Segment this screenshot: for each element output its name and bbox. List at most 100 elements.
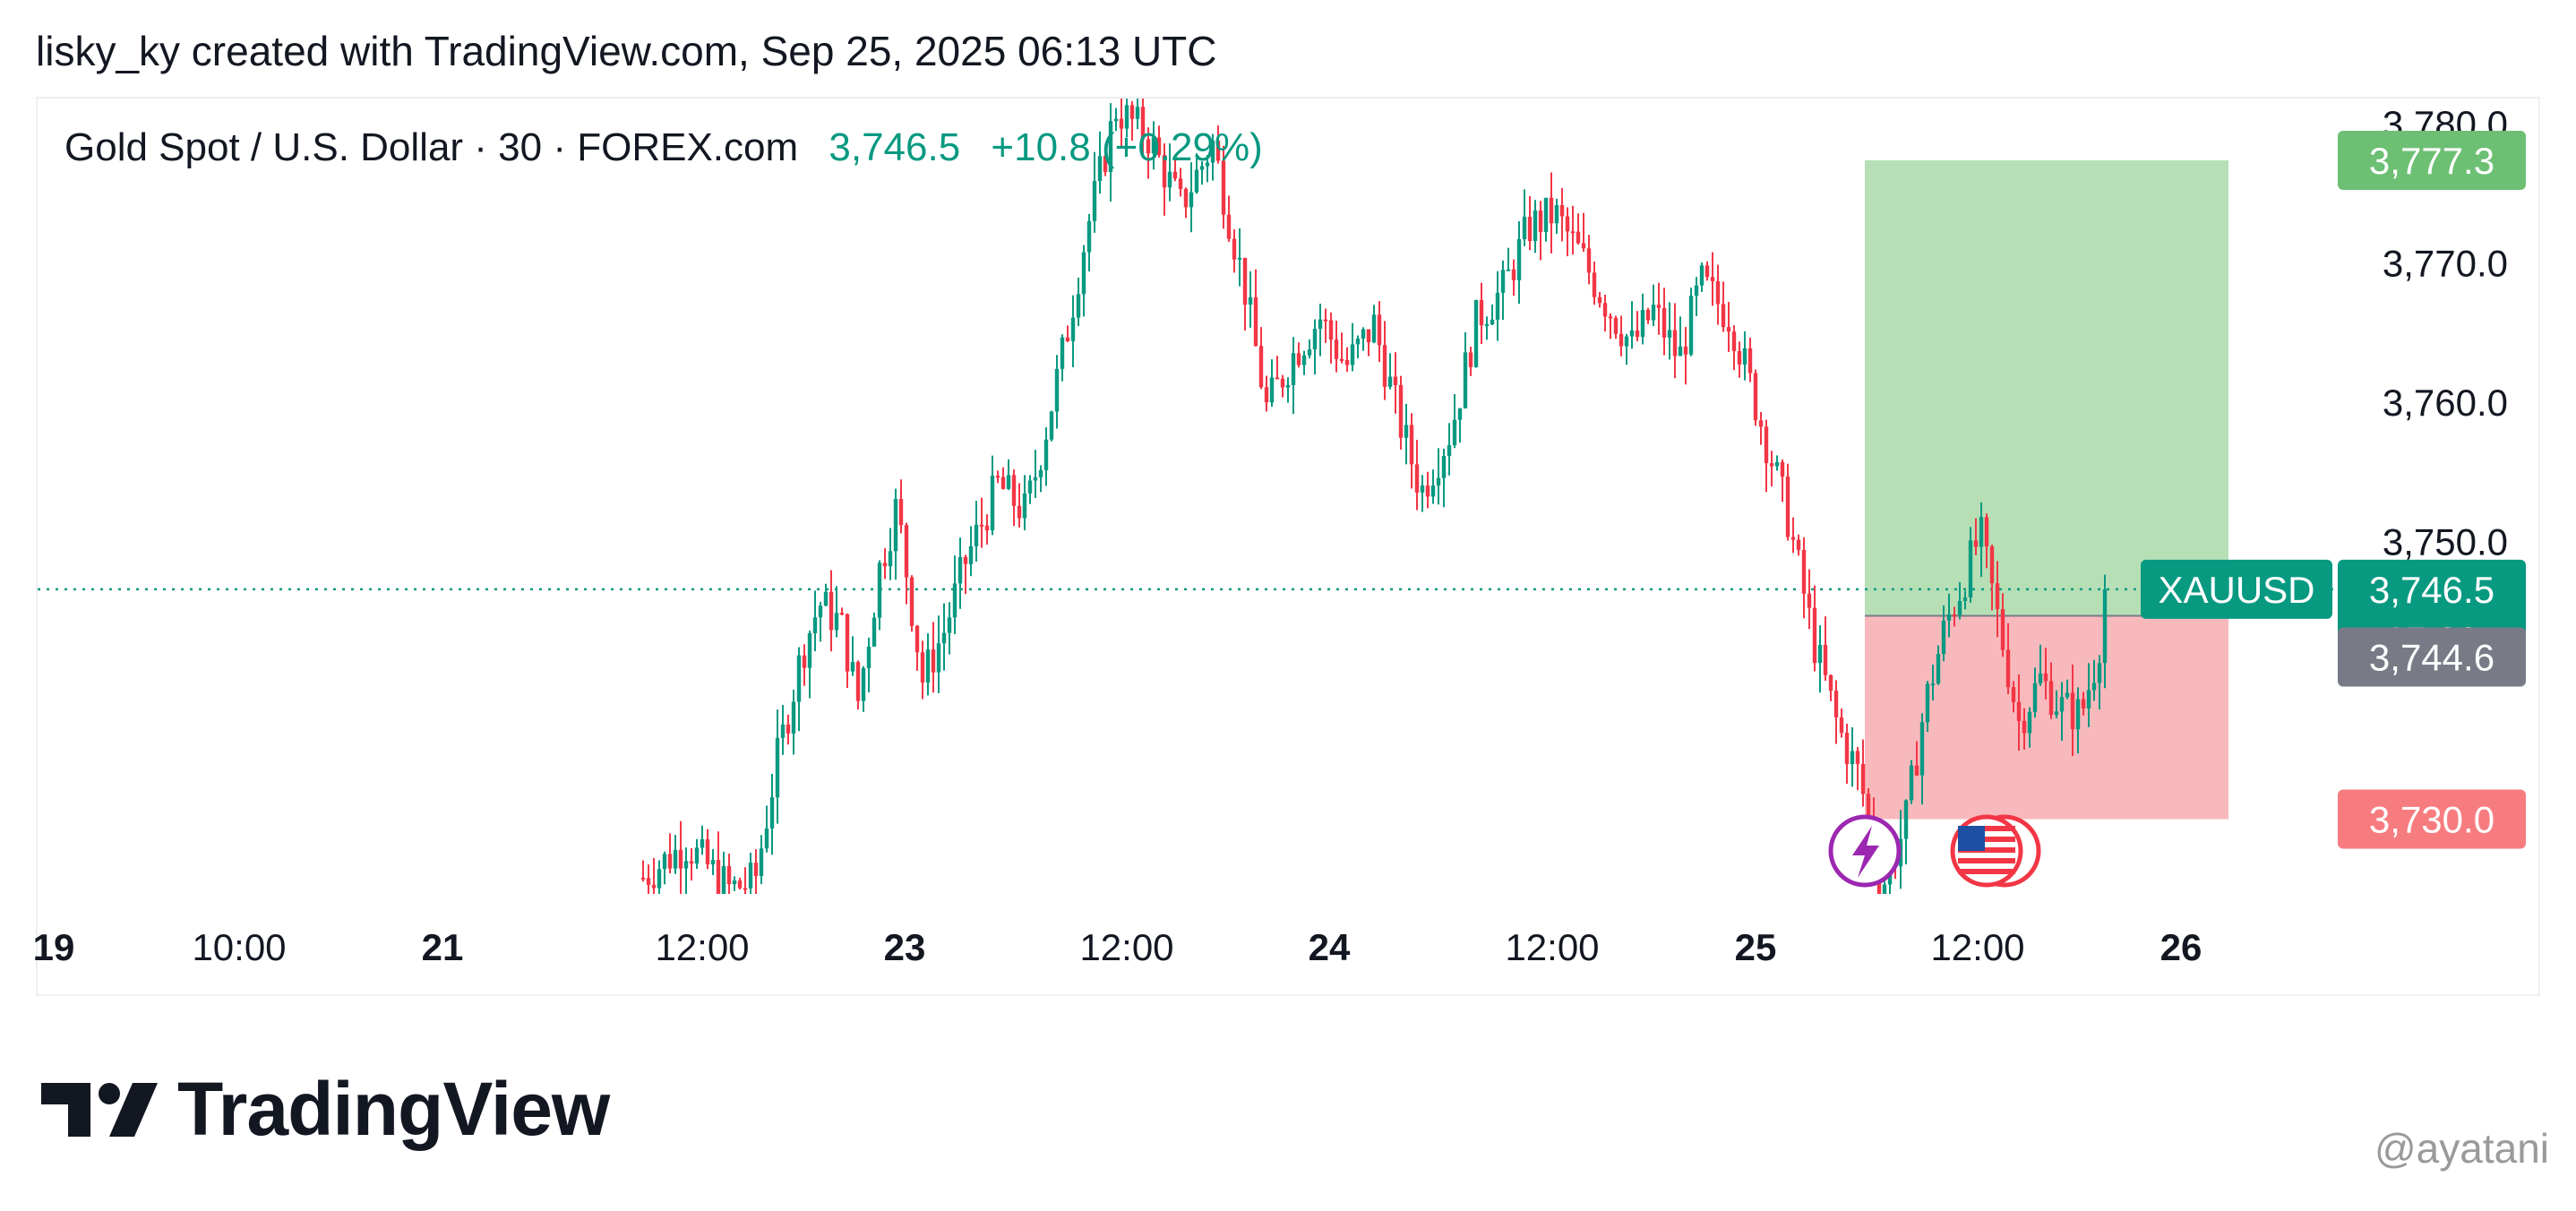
candle xyxy=(1554,198,1559,235)
candle xyxy=(995,470,1000,484)
candle xyxy=(1049,410,1054,442)
candle xyxy=(743,867,748,894)
candle xyxy=(1930,665,1936,700)
candle-body xyxy=(1780,461,1785,477)
candle xyxy=(1500,260,1506,321)
candle xyxy=(1919,713,1925,805)
candle-body xyxy=(1516,238,1522,280)
candle-body xyxy=(995,476,1000,478)
candle xyxy=(1011,469,1017,527)
candle-body xyxy=(909,577,914,626)
candle xyxy=(1301,350,1307,375)
candle-body xyxy=(1930,683,1936,686)
candle-body xyxy=(1490,319,1495,324)
candle xyxy=(1817,625,1823,693)
candle-body xyxy=(1866,794,1871,820)
symbol-legend: Gold Spot / U.S. Dollar · 30 · FOREX.com… xyxy=(64,125,1263,170)
candle-body xyxy=(1592,272,1597,297)
candle xyxy=(1280,374,1285,398)
candle-body xyxy=(1731,331,1737,351)
candle-body xyxy=(914,625,920,653)
candle-body xyxy=(1807,593,1812,608)
candle-body xyxy=(1328,320,1334,340)
candle xyxy=(1807,569,1812,630)
candle xyxy=(1586,235,1592,285)
candle xyxy=(1640,293,1645,345)
candle xyxy=(1936,645,1941,685)
candle-body xyxy=(979,524,984,527)
candle xyxy=(1941,605,1946,662)
candle-body xyxy=(1667,330,1672,338)
candle xyxy=(2086,663,2091,727)
candle xyxy=(984,514,990,545)
candle xyxy=(1624,333,1629,365)
symbol-tag-bg xyxy=(2141,559,2332,619)
candle-body xyxy=(1747,348,1753,374)
candle-body xyxy=(1715,280,1721,305)
candle xyxy=(1656,282,1662,335)
candle xyxy=(1576,213,1581,245)
candle-body xyxy=(1334,339,1339,359)
candle-body xyxy=(1194,169,1199,193)
candle-body xyxy=(657,869,662,889)
candle xyxy=(957,537,963,609)
candle-body xyxy=(759,848,764,877)
candle xyxy=(1602,294,1608,332)
candle-body xyxy=(850,662,855,672)
candle xyxy=(732,876,737,891)
candle-body xyxy=(861,667,866,701)
candle-body xyxy=(764,828,769,849)
candle-body xyxy=(1511,269,1516,280)
candle-body xyxy=(855,662,861,701)
candle xyxy=(2048,662,2054,719)
candle-body xyxy=(1108,121,1113,173)
candle xyxy=(646,864,651,894)
tradingview-logo[interactable]: TradingView xyxy=(41,1066,610,1153)
candle xyxy=(1355,335,1361,358)
candle xyxy=(1452,393,1457,449)
time-tick-label: 12:00 xyxy=(1505,926,1599,968)
candle xyxy=(845,613,850,689)
us-flag-stripe xyxy=(1958,869,2015,874)
candle-body xyxy=(1301,355,1307,365)
candle xyxy=(1178,167,1183,197)
candle xyxy=(1264,375,1269,412)
candle xyxy=(1747,337,1753,382)
candle-body xyxy=(1624,336,1629,347)
candle xyxy=(925,633,931,696)
event-markers xyxy=(1828,814,2041,888)
candle xyxy=(1307,339,1312,359)
candle-body xyxy=(1962,597,1968,602)
candle xyxy=(673,835,678,874)
candle xyxy=(775,709,780,824)
candle-body xyxy=(1640,309,1645,338)
candle xyxy=(823,583,829,607)
candle xyxy=(1855,746,1860,791)
candle xyxy=(2070,664,2075,757)
candle xyxy=(1404,403,1409,465)
candle-body xyxy=(1393,376,1398,385)
candle xyxy=(1167,143,1172,202)
candle-body xyxy=(2102,588,2108,664)
candle-body xyxy=(2091,683,2097,691)
time-tick-label: 12:00 xyxy=(1079,926,1173,968)
candle xyxy=(1033,450,1038,498)
candle-body xyxy=(1065,337,1070,341)
candle xyxy=(1629,301,1635,349)
candle-body xyxy=(974,524,979,546)
candle xyxy=(1468,347,1473,376)
candle-body xyxy=(1086,220,1092,253)
candle xyxy=(1076,278,1081,327)
candle-body xyxy=(968,545,974,564)
candle-body xyxy=(931,649,936,673)
candle xyxy=(1248,271,1253,328)
candle-body xyxy=(1006,475,1011,489)
candle-body xyxy=(775,737,780,798)
candle xyxy=(667,833,673,874)
candle-body xyxy=(689,861,694,864)
candle xyxy=(1597,291,1602,308)
candle-body xyxy=(1237,257,1242,260)
candle xyxy=(1339,332,1344,364)
